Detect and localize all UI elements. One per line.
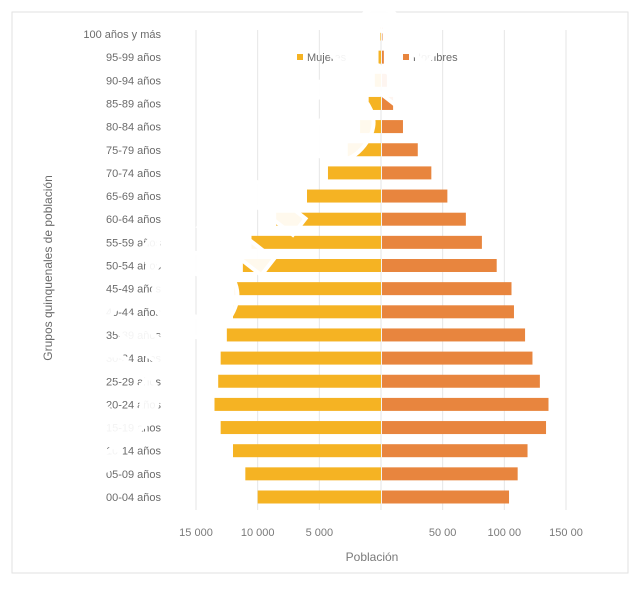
bar-hombres xyxy=(382,352,532,365)
bar-mujeres xyxy=(233,444,381,457)
bar-hombres xyxy=(382,51,384,64)
y-tick-label: 65-69 años xyxy=(106,191,162,203)
bar-hombres xyxy=(382,236,482,249)
bar-hombres xyxy=(382,120,403,133)
x-tick-label: 50 00 xyxy=(429,527,457,539)
x-tick-label: 5 000 xyxy=(306,527,334,539)
y-tick-label: 20-24 años xyxy=(106,399,162,411)
bar-mujeres xyxy=(379,51,381,64)
bar-mujeres xyxy=(328,166,381,179)
bar-mujeres xyxy=(375,74,381,87)
x-axis-label: Población xyxy=(346,550,399,564)
bar-hombres xyxy=(382,282,512,295)
legend-swatch-mujeres xyxy=(297,54,303,60)
y-tick-label: 25-29 años xyxy=(106,376,162,388)
y-tick-label: 55-59 años xyxy=(106,237,162,249)
y-tick-label: 80-84 años xyxy=(106,122,162,134)
bar-mujeres xyxy=(243,259,381,272)
bar-hombres xyxy=(382,97,393,110)
bar-hombres xyxy=(382,190,447,203)
bar-hombres xyxy=(382,444,528,457)
y-tick-label: 15-19 años xyxy=(106,423,162,435)
bar-mujeres xyxy=(215,398,382,411)
y-tick-label: 75-79 años xyxy=(106,145,162,157)
bar-mujeres xyxy=(234,282,381,295)
bar-hombres xyxy=(382,305,514,318)
bar-mujeres xyxy=(380,28,381,41)
bar-mujeres xyxy=(348,143,381,156)
legend-swatch-hombres xyxy=(403,54,409,60)
bar-hombres xyxy=(382,398,549,411)
y-tick-label: 95-99 años xyxy=(106,52,162,64)
bar-mujeres xyxy=(227,328,381,341)
bar-mujeres xyxy=(221,421,381,434)
y-axis-label: Grupos quinquenales de población xyxy=(41,175,55,360)
bar-hombres xyxy=(382,143,418,156)
legend-label-mujeres: Mujeres xyxy=(307,52,347,64)
bar-mujeres xyxy=(360,120,381,133)
x-tick-label: 100 00 xyxy=(488,527,522,539)
bar-hombres xyxy=(382,421,546,434)
y-tick-label: 90-94 años xyxy=(106,75,162,87)
y-tick-label: 45-49 años xyxy=(106,284,162,296)
bar-hombres xyxy=(382,328,525,341)
bar-mujeres xyxy=(218,375,381,388)
y-tick-label: 85-89 años xyxy=(106,98,162,110)
y-tick-label: 00-04 años xyxy=(106,492,162,504)
bar-mujeres xyxy=(233,305,381,318)
y-tick-label: 40-44 años xyxy=(106,307,162,319)
bar-mujeres xyxy=(276,213,381,226)
bar-mujeres xyxy=(221,352,381,365)
y-tick-label: 60-64 años xyxy=(106,214,162,226)
bar-hombres xyxy=(382,166,431,179)
y-tick-label: 05-09 años xyxy=(106,469,162,481)
legend-label-hombres: Hombres xyxy=(413,52,458,64)
y-tick-label: 50-54 años xyxy=(106,261,162,273)
bar-hombres xyxy=(382,491,509,504)
bar-hombres xyxy=(382,467,518,480)
y-tick-label: 100 años y más xyxy=(83,29,161,41)
y-tick-label: 10-14 años xyxy=(106,446,162,458)
bar-hombres xyxy=(382,74,387,87)
y-tick-label: 70-74 años xyxy=(106,168,162,180)
bar-mujeres xyxy=(258,491,381,504)
x-tick-label: 15 000 xyxy=(179,527,213,539)
bar-mujeres xyxy=(252,236,382,249)
x-tick-label: 150 00 xyxy=(549,527,583,539)
bar-hombres xyxy=(382,375,540,388)
y-tick-label: 30-34 años xyxy=(106,353,162,365)
y-tick-label: 35-39 años xyxy=(106,330,162,342)
bar-mujeres xyxy=(245,467,381,480)
bar-hombres xyxy=(382,213,466,226)
bar-mujeres xyxy=(369,97,381,110)
bar-mujeres xyxy=(307,190,381,203)
x-tick-label: 10 000 xyxy=(241,527,275,539)
bar-hombres xyxy=(382,259,497,272)
